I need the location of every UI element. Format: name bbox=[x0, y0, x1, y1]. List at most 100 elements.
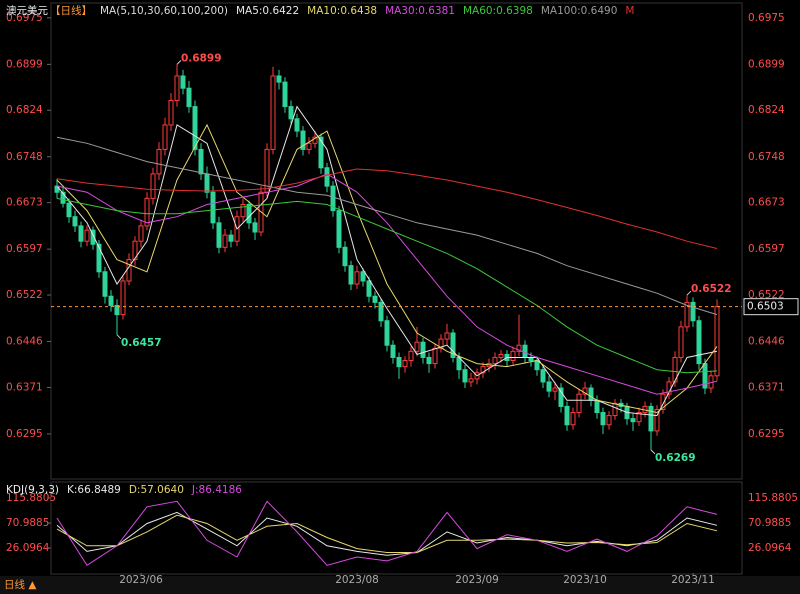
legend-entry: MA30:0.6381 bbox=[385, 5, 455, 17]
candle-body bbox=[462, 369, 468, 383]
x-tick-label: 2023/08 bbox=[335, 574, 379, 586]
candle-body bbox=[66, 202, 72, 218]
candle-body bbox=[516, 344, 522, 352]
candle-body bbox=[480, 366, 486, 374]
candle-body bbox=[114, 304, 120, 316]
annotation-label: 0.6899 bbox=[181, 52, 222, 64]
candle-body bbox=[696, 320, 702, 365]
candle-body bbox=[318, 136, 324, 169]
candle-body bbox=[594, 399, 600, 414]
candle-body bbox=[654, 408, 660, 432]
candle-body bbox=[630, 418, 636, 423]
candle-body bbox=[564, 405, 570, 426]
candle-body bbox=[684, 301, 690, 328]
candle-body bbox=[150, 173, 156, 199]
candle-body bbox=[216, 222, 222, 248]
candle-body bbox=[432, 347, 438, 365]
candle-body bbox=[246, 203, 252, 224]
candle-body bbox=[288, 106, 294, 120]
x-tick-label: 2023/11 bbox=[671, 574, 715, 586]
y-tick-label-right: 0.6597 bbox=[748, 243, 785, 255]
candle-body bbox=[270, 75, 276, 150]
legend-entry: MA60:0.6398 bbox=[463, 5, 533, 17]
y-tick-label-right: 0.6522 bbox=[748, 289, 785, 301]
candle-body bbox=[210, 191, 216, 224]
candle-body bbox=[690, 301, 696, 322]
y-tick-label: 0.6522 bbox=[6, 289, 43, 301]
candle-body bbox=[324, 167, 330, 187]
y-tick-label: 0.6295 bbox=[6, 428, 43, 440]
candle-body bbox=[276, 75, 282, 83]
annotation-pointer bbox=[176, 60, 182, 65]
y-tick-label-right: 0.6673 bbox=[748, 197, 785, 209]
candle-body bbox=[192, 106, 198, 150]
candle-body bbox=[714, 306, 720, 377]
candle-body bbox=[354, 271, 360, 285]
candle-body bbox=[330, 185, 336, 212]
candle-body bbox=[372, 295, 378, 303]
candle-body bbox=[162, 124, 168, 150]
candle-body bbox=[60, 191, 66, 204]
legend-entry: J:86.4186 bbox=[191, 484, 242, 496]
y-tick-label-right: 26.0964 bbox=[748, 542, 792, 554]
last-price-label: 0.6503 bbox=[747, 301, 784, 313]
candle-body bbox=[240, 203, 246, 218]
y-tick-label: 115.8805 bbox=[6, 492, 56, 504]
candle-body bbox=[96, 243, 102, 273]
candle-body bbox=[648, 405, 654, 432]
y-tick-label-right: 0.6748 bbox=[748, 151, 785, 163]
candle-body bbox=[306, 142, 312, 150]
y-tick-label: 0.6446 bbox=[6, 336, 43, 348]
price-panel-frame bbox=[50, 2, 743, 480]
legend-entry: MA10:0.6438 bbox=[307, 5, 377, 17]
chart-title: KDJ(9,3,3) bbox=[6, 484, 59, 496]
footer-bar bbox=[0, 576, 800, 594]
candle-body bbox=[282, 81, 288, 108]
y-tick-label-right: 0.6446 bbox=[748, 336, 785, 348]
candle-body bbox=[396, 356, 402, 368]
candle-body bbox=[450, 332, 456, 358]
candle-body bbox=[366, 280, 372, 297]
candle-body bbox=[108, 295, 114, 306]
indicator-line bbox=[56, 514, 718, 553]
legend-entry: MA100:0.6490 bbox=[541, 5, 618, 17]
candle-body bbox=[90, 229, 96, 245]
footer-tab[interactable]: 日线 ▲ bbox=[4, 578, 37, 591]
candle-body bbox=[558, 387, 564, 407]
candle-body bbox=[582, 387, 588, 395]
annotation-pointer bbox=[686, 290, 692, 296]
y-tick-label: 0.6899 bbox=[6, 58, 43, 70]
candle-body bbox=[408, 350, 414, 362]
indicator-line bbox=[56, 123, 718, 414]
y-tick-label-right: 0.6824 bbox=[748, 104, 785, 116]
annotation-label: 0.6522 bbox=[691, 283, 732, 295]
candle-body bbox=[510, 350, 516, 362]
candle-body bbox=[252, 222, 258, 233]
candle-body bbox=[312, 136, 318, 144]
candle-body bbox=[198, 148, 204, 175]
candle-body bbox=[300, 130, 306, 150]
kdj-panel-frame bbox=[50, 481, 743, 575]
x-tick-label: 2023/09 bbox=[455, 574, 499, 586]
candle-body bbox=[420, 341, 426, 358]
legend-entry: MA5:0.6422 bbox=[236, 5, 299, 17]
candle-body bbox=[498, 353, 504, 358]
candle-body bbox=[636, 412, 642, 423]
candle-body bbox=[546, 381, 552, 392]
indicator-line bbox=[56, 500, 718, 566]
candle-body bbox=[414, 341, 420, 352]
candle-body bbox=[672, 356, 678, 383]
candle-body bbox=[186, 87, 192, 108]
candle-body bbox=[156, 148, 162, 175]
indicator-line bbox=[56, 197, 718, 374]
y-tick-label-right: 0.6899 bbox=[748, 58, 785, 70]
candle-body bbox=[378, 301, 384, 322]
candle-body bbox=[384, 320, 390, 346]
y-tick-label-right: 0.6371 bbox=[748, 381, 785, 393]
candle-body bbox=[348, 265, 354, 285]
candle-body bbox=[606, 415, 612, 426]
candle-body bbox=[588, 387, 594, 401]
candle-body bbox=[360, 271, 366, 282]
indicator-line bbox=[56, 105, 718, 417]
